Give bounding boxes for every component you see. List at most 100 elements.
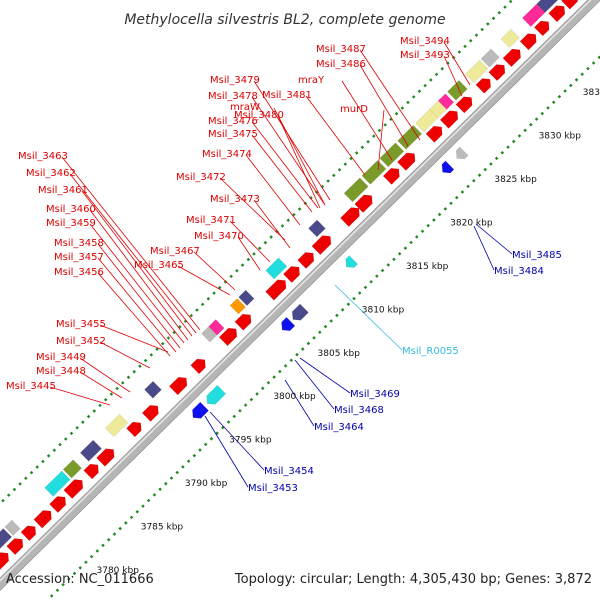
kbp-label-11: 3835 kbp: [583, 88, 600, 98]
leader-Msil_3486: [359, 64, 409, 147]
leader-Msil_3470: [237, 236, 261, 271]
upper-gene-20: [447, 80, 468, 101]
gene-label-Msil_3486: Msil_3486: [316, 59, 366, 70]
gene-label-Msil_3457: Msil_3457: [54, 252, 104, 263]
leader-Msil_3479: [253, 80, 331, 201]
forward-gene-29: [533, 20, 550, 37]
reverse-gene-0: [192, 401, 210, 419]
gene-label-Msil_3484: Msil_3484: [494, 266, 544, 277]
gene-label-Msil_3493: Msil_3493: [400, 50, 450, 61]
leader-Msil_3445: [49, 386, 111, 406]
forward-gene-24: [455, 96, 473, 114]
forward-gene-4: [49, 496, 66, 514]
gene-label-murD: murD: [340, 104, 368, 115]
forward-gene-2: [20, 525, 37, 542]
forward-gene-3: [33, 510, 52, 529]
forward-gene-27: [502, 48, 521, 68]
upper-gene-11: [265, 257, 288, 280]
leader-Msil_3454: [209, 411, 265, 471]
forward-gene-12: [218, 327, 238, 347]
upper-gene-1: [4, 519, 21, 536]
forward-gene-9: [141, 404, 159, 422]
forward-gene-18: [340, 207, 360, 227]
upper-gene-13: [343, 177, 369, 203]
leader-Msil_3453: [204, 415, 249, 488]
leader-Msil_3469: [299, 357, 351, 394]
leader-Msil_3475: [251, 134, 313, 213]
kbp-label-2: 3790 kbp: [185, 479, 228, 489]
reverse-gene-5: [441, 160, 455, 174]
leader-murD: [377, 109, 385, 171]
forward-gene-8: [126, 421, 142, 438]
gene-label-Msil_3460: Msil_3460: [46, 204, 96, 215]
forward-gene-10: [168, 376, 188, 396]
upper-gene-22: [480, 48, 500, 68]
upper-gene-2: [44, 470, 71, 497]
gene-label-Msil_3456: Msil_3456: [54, 267, 104, 278]
leader-Msil_3465: [177, 265, 231, 296]
leader-Msil_3459: [89, 223, 185, 344]
accession-text: Accession: NC_011666: [6, 572, 154, 587]
kbp-label-8: 3820 kbp: [450, 218, 493, 228]
forward-gene-13: [234, 313, 252, 331]
leader-Msil_3480: [277, 115, 321, 209]
leader-Msil_3455: [99, 324, 169, 353]
leader-Msil_3461: [81, 190, 193, 337]
upper-gene-4: [79, 439, 102, 462]
leader-Msil_3471: [229, 220, 271, 263]
gene-label-Msil_3462: Msil_3462: [26, 168, 76, 179]
forward-gene-11: [190, 358, 206, 375]
kbp-label-10: 3830 kbp: [539, 131, 582, 141]
leader-Msil_3462: [69, 173, 197, 334]
kbp-label-6: 3810 kbp: [362, 305, 405, 315]
gene-label-Msil_3467: Msil_3467: [150, 246, 200, 257]
leader-mraW: [273, 107, 326, 206]
leader-Msil_3474: [245, 154, 301, 226]
gene-label-Msil_3445: Msil_3445: [6, 381, 56, 392]
upper-gene-15: [379, 142, 405, 168]
label-leaders: [49, 41, 513, 488]
reverse-gene-2: [281, 316, 296, 332]
gene-label-Msil_3475: Msil_3475: [208, 129, 258, 140]
forward-gene-28: [519, 33, 537, 51]
leader-Msil_R0055: [334, 284, 403, 351]
kbp-label-9: 3825 kbp: [494, 175, 537, 185]
forward-gene-7: [96, 448, 115, 467]
gene-label-Msil_3485: Msil_3485: [512, 250, 562, 261]
reverse-gene-4: [345, 255, 359, 268]
leader-Msil_3449: [79, 357, 131, 393]
leader-Msil_3458: [97, 243, 181, 349]
leader-mraY: [341, 80, 393, 161]
upper-gene-0: [0, 528, 13, 549]
upper-gene-21: [464, 59, 489, 84]
upper-gene-23: [500, 28, 520, 48]
gene-label-Msil_3481: Msil_3481: [262, 90, 312, 101]
upper-gene-5: [104, 413, 129, 438]
leader-Msil_3476: [251, 121, 319, 209]
leader-Msil_3485: [475, 223, 513, 255]
upper-gene-16: [397, 124, 423, 150]
leader-Msil_3467: [193, 251, 236, 291]
forward-gene-6: [83, 463, 99, 480]
topology-text: Topology: circular; Length: 4,305,430 bp…: [234, 572, 592, 587]
forward-gene-30: [548, 5, 566, 23]
forward-gene-19: [354, 194, 373, 213]
gene-label-mraY: mraY: [298, 75, 325, 86]
leader-Msil_3481: [305, 95, 366, 176]
reverse-gene-1: [206, 384, 227, 405]
gene-label-Msil_3474: Msil_3474: [202, 149, 252, 160]
upper-tick-track: [0, 0, 514, 506]
gene-label-Msil_3479: Msil_3479: [210, 75, 260, 86]
forward-gene-5: [63, 479, 84, 499]
gene-label-Msil_3473: Msil_3473: [210, 194, 260, 205]
upper-gene-9: [229, 298, 246, 315]
forward-gene-16: [297, 252, 315, 270]
gene-label-Msil_3480: Msil_3480: [234, 110, 284, 121]
upper-gene-12: [308, 219, 326, 238]
forward-gene-22: [425, 125, 443, 143]
kbp-label-7: 3815 kbp: [406, 262, 449, 272]
upper-gene-8: [208, 319, 225, 336]
gene-label-Msil_3494: Msil_3494: [400, 36, 450, 47]
